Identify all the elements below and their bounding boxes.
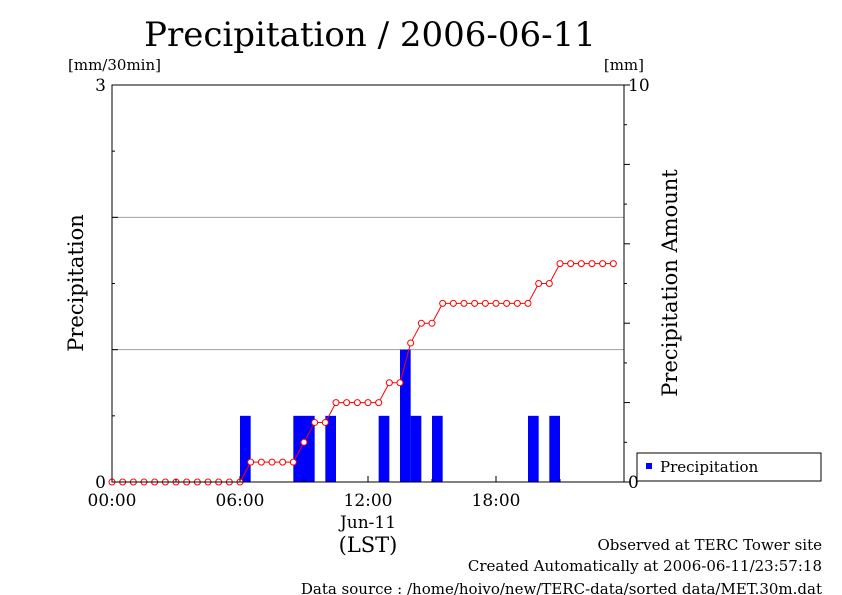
precipitation-amount-point [417, 319, 425, 327]
precipitation-amount-point [524, 299, 532, 307]
bar-series [240, 349, 560, 482]
x-axis-date-label: Jun-11 [338, 513, 396, 533]
x-axis-ticks: 00:00 06:00 12:00 18:00 [88, 476, 625, 511]
precipitation-amount-point [311, 418, 319, 426]
precipitation-amount-point [545, 280, 553, 287]
precipitation-amount-point [321, 418, 329, 426]
precipitation-amount-point [492, 299, 500, 307]
chart-title: Precipitation / 2006-06-11 [144, 15, 596, 55]
precipitation-amount-point [279, 458, 287, 466]
precipitation-bar [378, 415, 390, 482]
precipitation-bar [528, 415, 539, 482]
precipitation-amount-point [332, 399, 340, 407]
line-series [108, 260, 617, 486]
precipitation-bar [304, 415, 315, 482]
right-tick-label: 10 [628, 76, 650, 96]
precipitation-bar [325, 415, 336, 482]
legend-box [636, 452, 822, 482]
precipitation-amount-point [609, 260, 617, 268]
footer-created: Created Automatically at 2006-06-11/23:5… [468, 557, 822, 575]
precipitation-bar [410, 415, 422, 482]
precipitation-amount-point [396, 379, 404, 387]
legend-label: Precipitation [660, 458, 759, 476]
precipitation-bar [293, 415, 304, 482]
grid-lines [112, 216, 624, 351]
left-axis-title: Precipitation [64, 214, 88, 352]
precipitation-amount-point [353, 399, 361, 407]
x-tick-label: 18:00 [472, 491, 521, 511]
precipitation-amount-point [567, 260, 575, 268]
precipitation-amount-point [599, 260, 607, 268]
legend-swatch [646, 463, 652, 469]
precipitation-amount-point [535, 280, 543, 287]
x-tick-label: 12:00 [344, 491, 393, 511]
precipitation-bar [400, 349, 411, 482]
precipitation-amount-point [375, 399, 383, 407]
precipitation-amount-point [385, 379, 393, 387]
precipitation-bar [240, 415, 251, 482]
precipitation-amount-point [247, 458, 255, 466]
precipitation-amount-point [503, 299, 511, 307]
precipitation-amount-point [481, 299, 489, 307]
precipitation-amount-point [300, 438, 308, 446]
precipitation-amount-point [460, 299, 468, 307]
footer-data-source: Data source : /home/hoivo/new/TERC-data/… [301, 580, 822, 595]
right-axis-ticks: 0 10 [624, 76, 650, 493]
precipitation-amount-point [513, 299, 521, 307]
left-tick-label: 0 [95, 473, 106, 493]
precipitation-amount-point [407, 339, 415, 347]
precipitation-amount-point [439, 299, 447, 307]
left-tick-label: 3 [95, 76, 106, 96]
precipitation-amount-point [556, 260, 564, 268]
precipitation-amount-point [588, 260, 596, 268]
precipitation-amount-point [289, 458, 297, 466]
precipitation-amount-point [471, 299, 479, 307]
right-unit-label: [mm] [604, 56, 644, 74]
precipitation-amount-point [428, 319, 436, 327]
x-tick-label: 06:00 [216, 491, 265, 511]
x-axis-timezone-label: (LST) [339, 533, 398, 557]
legend: Precipitation [636, 452, 822, 482]
precipitation-bar [549, 415, 560, 482]
left-axis-ticks: 03 [95, 76, 118, 493]
precipitation-amount-point [449, 299, 457, 307]
precipitation-amount-point [343, 399, 351, 407]
right-axis-title: Precipitation Amount [658, 169, 682, 397]
precipitation-amount-point [577, 260, 585, 268]
precipitation-amount-point [364, 399, 372, 407]
right-tick-label: 0 [628, 473, 639, 493]
precipitation-amount-point [268, 458, 276, 466]
footer-observed: Observed at TERC Tower site [597, 536, 822, 554]
left-unit-label: [mm/30min] [68, 56, 161, 74]
precipitation-amount-point [257, 458, 265, 466]
precipitation-bar [432, 415, 443, 482]
x-tick-label: 00:00 [88, 491, 137, 511]
